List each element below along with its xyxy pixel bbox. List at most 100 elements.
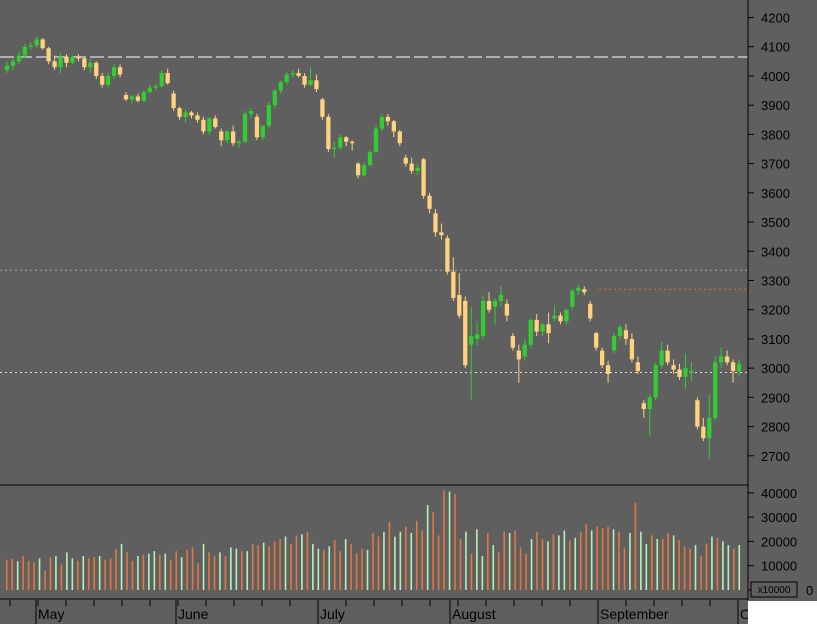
price-tick-label: 3700 bbox=[761, 157, 790, 172]
candle-body bbox=[373, 128, 379, 152]
candle bbox=[385, 113, 391, 126]
candle bbox=[695, 397, 700, 430]
month-label: July bbox=[320, 606, 345, 622]
candle-body bbox=[695, 400, 700, 427]
candle-body bbox=[82, 58, 87, 68]
candle-body bbox=[540, 324, 545, 332]
candle-body bbox=[355, 163, 361, 176]
candle bbox=[123, 92, 129, 101]
candle-body bbox=[599, 350, 605, 366]
candle bbox=[421, 157, 426, 199]
candle-body bbox=[159, 73, 164, 87]
candle-body bbox=[46, 48, 51, 62]
candle bbox=[326, 113, 331, 152]
candle-body bbox=[683, 368, 688, 377]
candle bbox=[683, 353, 688, 389]
candle-body bbox=[338, 137, 343, 148]
candle bbox=[534, 314, 539, 336]
candle bbox=[540, 322, 545, 336]
candle bbox=[22, 43, 27, 59]
candle-body bbox=[605, 365, 611, 374]
candle-body bbox=[647, 397, 652, 410]
candle-body bbox=[129, 96, 135, 100]
candle-body bbox=[34, 39, 39, 46]
candle bbox=[70, 55, 75, 65]
candle-body bbox=[730, 362, 736, 372]
candle-body bbox=[308, 80, 313, 85]
candle bbox=[605, 360, 611, 383]
month-label: June bbox=[178, 606, 209, 622]
candle bbox=[361, 162, 367, 177]
candle bbox=[730, 359, 736, 383]
candle bbox=[457, 273, 462, 319]
candle bbox=[76, 54, 81, 62]
candle-body bbox=[141, 92, 147, 101]
price-tick-label: 3800 bbox=[761, 127, 790, 142]
candle-body bbox=[463, 300, 468, 366]
candle-body bbox=[546, 324, 551, 334]
candle bbox=[724, 350, 730, 366]
candle bbox=[713, 356, 718, 421]
candle bbox=[314, 74, 319, 93]
candle-body bbox=[558, 315, 563, 322]
chart-axes bbox=[0, 0, 749, 600]
candle-body bbox=[207, 118, 212, 132]
candle bbox=[111, 64, 117, 79]
candle-body bbox=[135, 96, 141, 101]
candle-body bbox=[100, 75, 105, 85]
candle-body bbox=[296, 73, 301, 76]
candle bbox=[183, 109, 188, 123]
candle-body bbox=[588, 303, 593, 319]
candle-body bbox=[534, 319, 539, 332]
candle bbox=[16, 51, 22, 65]
candle-body bbox=[40, 39, 45, 49]
candle-body bbox=[64, 56, 69, 63]
candle-body bbox=[528, 319, 533, 345]
candle-body bbox=[391, 121, 396, 132]
candle bbox=[219, 128, 224, 147]
candle bbox=[671, 359, 676, 374]
candle bbox=[635, 356, 640, 374]
candle-body bbox=[290, 73, 295, 75]
candle bbox=[516, 344, 521, 383]
candle-body bbox=[421, 159, 426, 196]
candle-body bbox=[332, 147, 337, 150]
candle bbox=[135, 93, 141, 103]
candle bbox=[665, 344, 670, 366]
month-axis-ticks: May June July August September O bbox=[9, 600, 751, 624]
candle-body bbox=[736, 363, 742, 372]
candle-body bbox=[516, 350, 521, 360]
candle-body bbox=[183, 112, 188, 117]
candle bbox=[653, 362, 658, 401]
candle-body bbox=[504, 303, 510, 316]
candle bbox=[46, 46, 51, 65]
price-tick-label: 2700 bbox=[761, 449, 790, 464]
candle-body bbox=[28, 45, 33, 47]
candle bbox=[278, 80, 283, 94]
volume-series bbox=[5, 490, 741, 590]
candle-body bbox=[486, 300, 492, 310]
candle bbox=[320, 97, 325, 120]
candle-body bbox=[111, 67, 117, 76]
volume-tick-label: 0 bbox=[806, 583, 813, 598]
candle-body bbox=[248, 111, 254, 114]
price-tick-label: 4100 bbox=[761, 40, 790, 55]
candle-body bbox=[260, 125, 266, 138]
candle bbox=[528, 318, 533, 348]
candle-body bbox=[653, 365, 658, 398]
candle-body bbox=[707, 417, 712, 439]
candle bbox=[582, 286, 587, 296]
candle-body bbox=[52, 61, 57, 68]
candle-body bbox=[457, 295, 462, 316]
candle-body bbox=[570, 290, 575, 307]
candle bbox=[302, 73, 307, 88]
candle-body bbox=[350, 141, 355, 144]
candle bbox=[373, 125, 379, 154]
candle bbox=[266, 102, 271, 129]
price-tick-label: 3300 bbox=[761, 273, 790, 288]
candle bbox=[403, 154, 408, 167]
candle-body bbox=[719, 356, 724, 363]
month-label: May bbox=[38, 606, 64, 622]
corner-blank bbox=[748, 601, 817, 624]
volume-tick-label: 30000 bbox=[761, 510, 797, 525]
